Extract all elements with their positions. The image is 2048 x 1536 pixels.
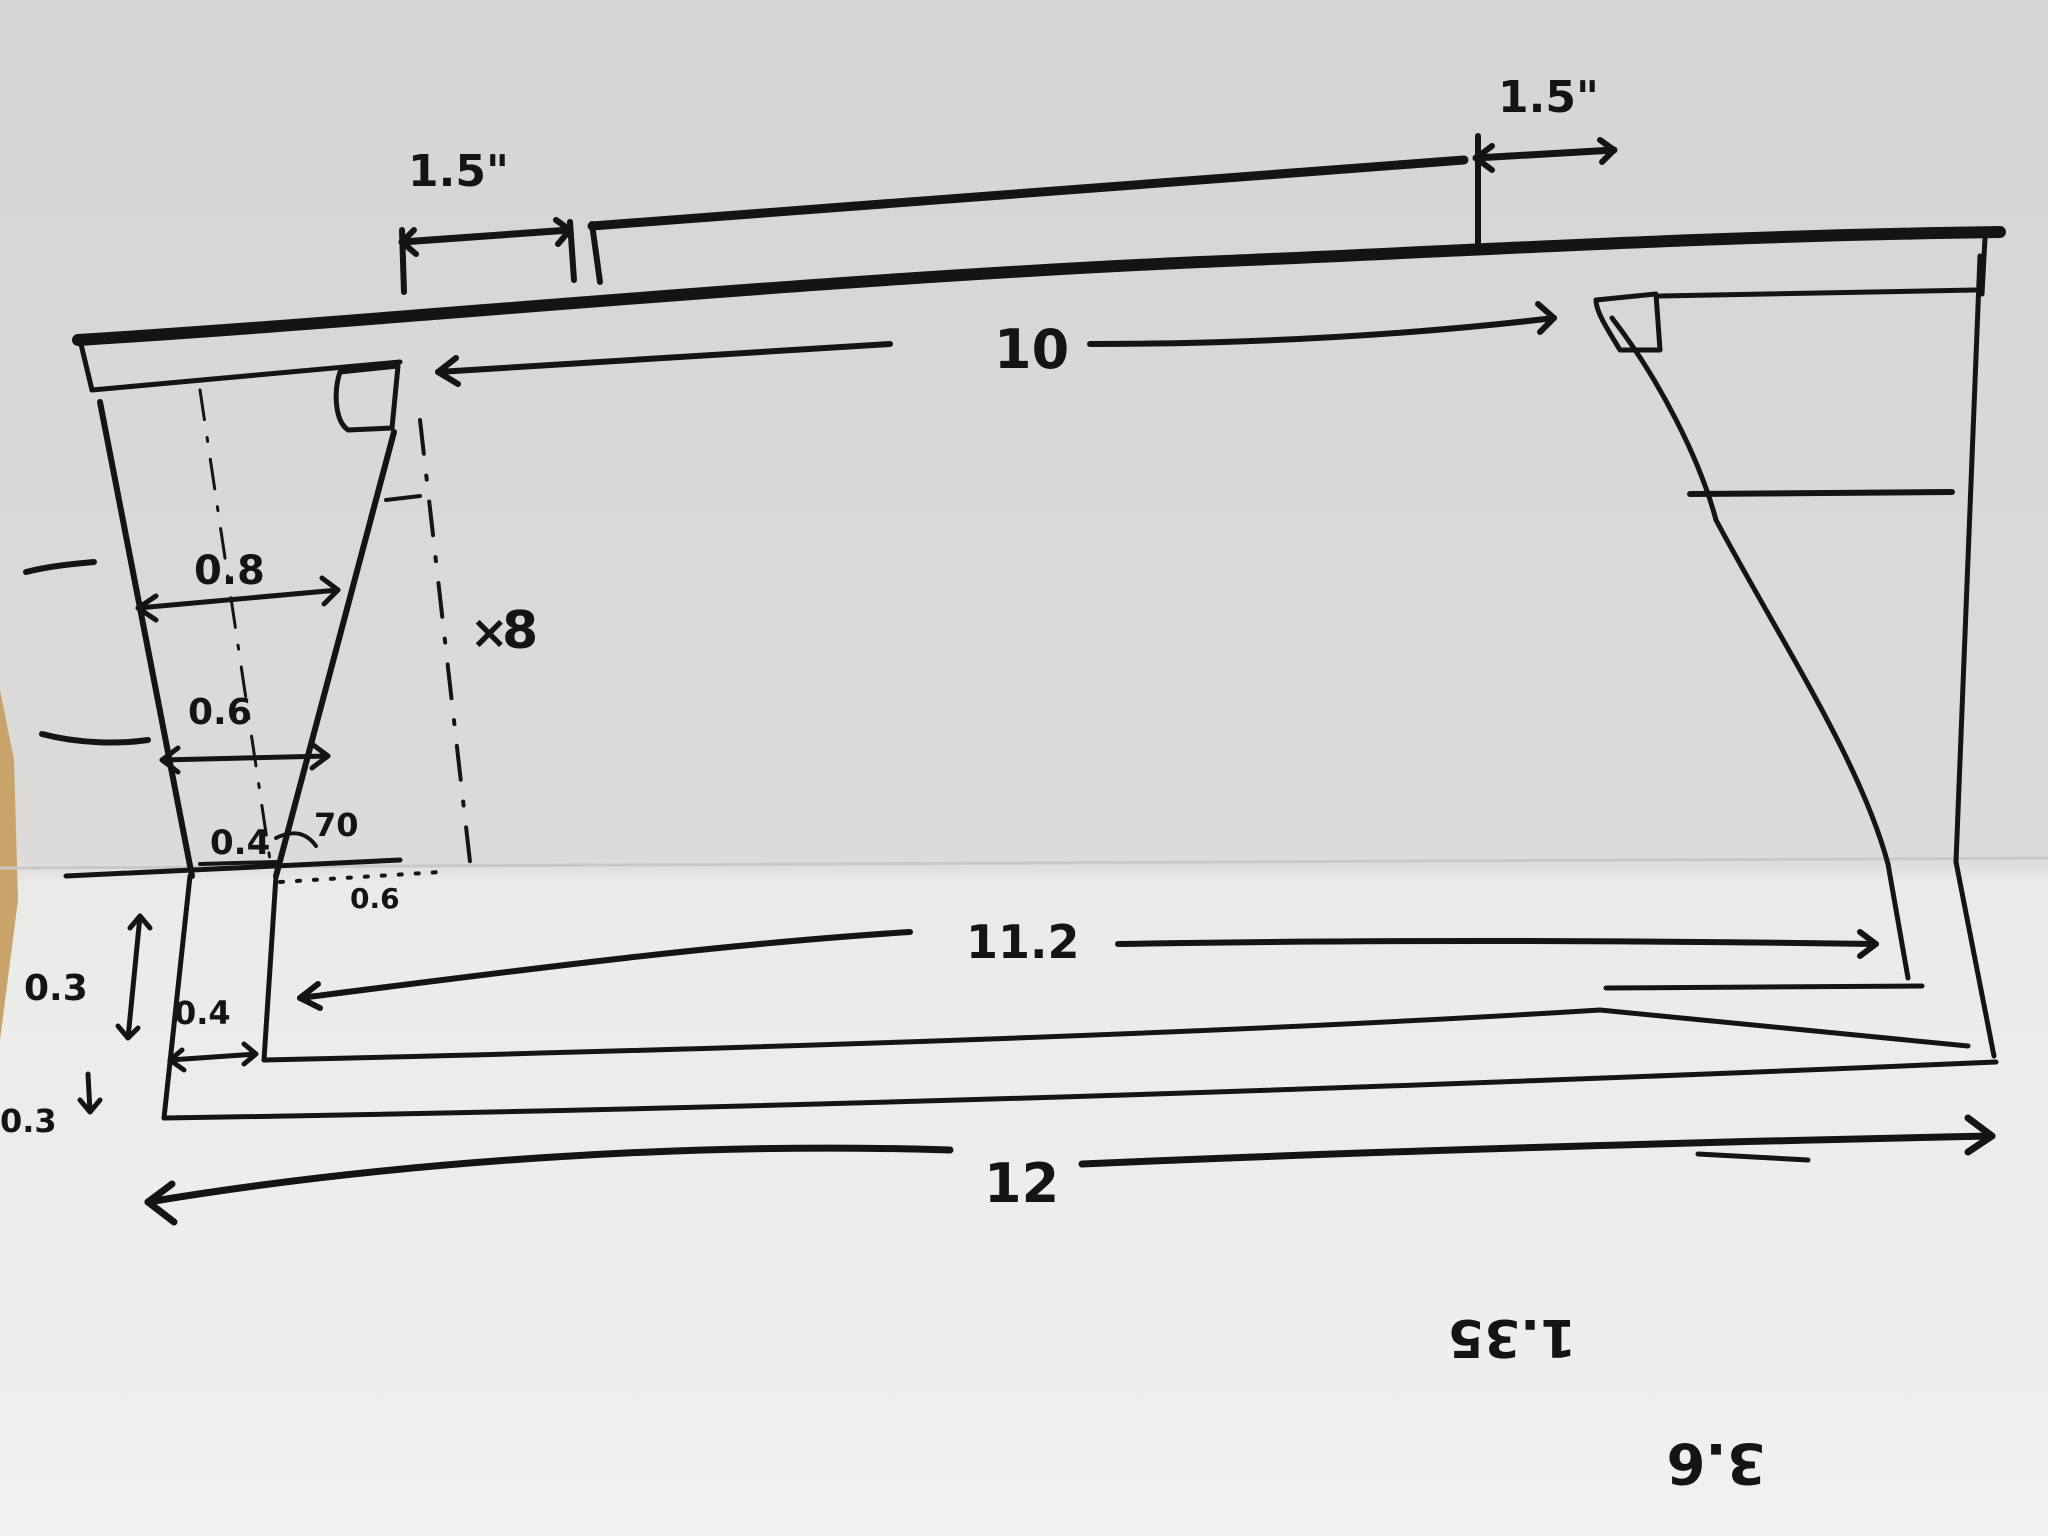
- base-inner-length-label: 11.2: [966, 915, 1080, 969]
- base-total-length-label: 12: [984, 1152, 1059, 1215]
- base-inner-dimension-right: [1115, 938, 1879, 947]
- right-leg-slanted-edge: [1609, 315, 1891, 867]
- base-inner-dimension-right-head: [1857, 929, 1879, 959]
- left-support-block: [333, 363, 401, 433]
- width-arrow-upper-heads: [135, 575, 341, 623]
- base-height-lower-label: 0.3: [0, 1102, 57, 1140]
- base-total-dimension-left-head: [144, 1180, 178, 1226]
- base-height-upper-label: 0.3: [24, 968, 88, 1009]
- top-inner-dimension-left: [435, 341, 893, 375]
- leg-centerline: [198, 388, 272, 862]
- base-total-dimension-stroke: [1695, 1151, 1811, 1163]
- height-label-prefix: ×: [470, 605, 509, 659]
- base-width-heads: [167, 1041, 259, 1073]
- overhang-left-heads: [399, 217, 573, 257]
- overhang-extension-line: [587, 155, 1469, 231]
- width-arrow-upper: [135, 587, 341, 611]
- height-label: 8: [502, 601, 538, 661]
- upside-down-note-1: 1.35: [1448, 1307, 1576, 1367]
- top-inner-dimension-right-head: [1535, 301, 1557, 335]
- width-middle-label: 0.6: [188, 692, 252, 733]
- overhang-right-heads: [1473, 137, 1617, 173]
- width-arrow-middle: [159, 753, 331, 763]
- base-total-dimension-right-head: [1964, 1114, 1996, 1156]
- angle-label: 70: [314, 806, 359, 844]
- top-inner-length-label: 10: [994, 318, 1069, 381]
- right-leg-crossbar: [1687, 489, 1955, 497]
- overhang-right-arrow: [1472, 146, 1618, 162]
- top-inner-dimension-left-head: [435, 355, 461, 387]
- upside-down-note-2: 3.6: [1666, 1430, 1765, 1495]
- base-width-label: 0.4: [174, 994, 231, 1032]
- base-height-lower-arrow: [77, 1071, 103, 1115]
- base-height-upper-heads: [115, 913, 153, 1041]
- base-outer-bottom-edge: [161, 1059, 1999, 1121]
- top-beam-right-end: [1979, 235, 1988, 297]
- base-left-inner-edge: [261, 873, 279, 1063]
- tick-mark-upper: [23, 559, 97, 575]
- base-inner-bottom-edge: [261, 1007, 1971, 1063]
- right-base-inner-edge: [1885, 861, 1911, 981]
- base-total-dimension-left: [144, 1144, 954, 1206]
- wood-table-edge: [0, 690, 18, 1040]
- base-width-arrow: [167, 1051, 259, 1063]
- width-lower-label: 0.4: [210, 823, 270, 863]
- base-height-upper-arrow: [125, 913, 143, 1041]
- height-label-group: × 8: [470, 601, 538, 661]
- right-base-outer-edge: [1953, 859, 1997, 1059]
- ground-line: [63, 857, 403, 879]
- right-leg-vertical-edge: [1953, 253, 1983, 865]
- base-total-dimension-right: [1078, 1132, 1996, 1168]
- height-reference-line: [418, 418, 472, 864]
- width-arrow-middle-heads: [159, 741, 331, 775]
- base-left-outer-edge: [161, 873, 193, 1121]
- left-leg-outer-edge: [97, 399, 195, 879]
- overhang-left-label: 1.5": [408, 146, 509, 197]
- overhang-right-label: 1.5": [1498, 72, 1599, 123]
- left-leg-inner-edge: [273, 429, 397, 879]
- right-base-step: [1603, 983, 1925, 991]
- top-beam-left-end: [77, 337, 95, 393]
- angle-arc: [274, 831, 318, 848]
- overhang-left-arrow: [398, 226, 574, 246]
- width-arrow-lower: [198, 860, 278, 866]
- base-inner-dimension-left-head: [297, 981, 323, 1011]
- offset-label: 0.6: [350, 882, 400, 915]
- width-upper-label: 0.8: [194, 548, 265, 594]
- tick-mark-inner: [384, 494, 422, 502]
- paper-fold-crease: [0, 856, 2048, 870]
- top-beam-lower-edge: [89, 287, 1978, 393]
- base-inner-dimension-left: [297, 929, 913, 1001]
- top-beam-upper-edge: [72, 226, 2006, 346]
- tick-mark-lower: [39, 731, 151, 746]
- top-inner-dimension-right: [1087, 315, 1557, 347]
- right-support-block: [1593, 291, 1663, 353]
